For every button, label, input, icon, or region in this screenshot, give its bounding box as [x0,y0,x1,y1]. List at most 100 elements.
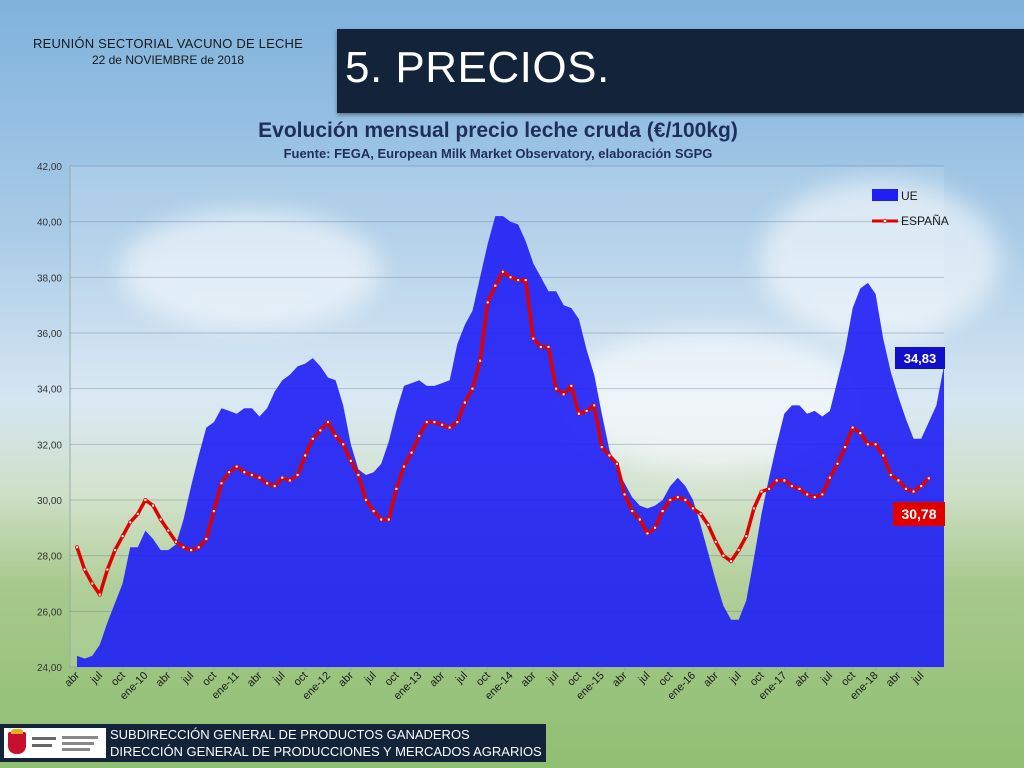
y-tick-label: 24,00 [37,663,62,674]
espana-point [318,428,323,433]
end-label-ue: 34,83 [904,351,937,366]
espana-point [204,537,209,542]
espana-point [736,548,741,553]
espana-point [500,269,505,274]
chart-title: Evolución mensual precio leche cruda (€/… [258,119,738,142]
espana-point [462,400,467,405]
espana-point [531,336,536,341]
y-tick-label: 34,00 [37,385,62,396]
espana-point [219,481,224,486]
espana-point [615,461,620,466]
y-tick-label: 40,00 [37,218,62,229]
espana-point [691,506,696,511]
espana-point [683,497,688,502]
espana-point [911,489,916,494]
series-ue-area [77,216,944,667]
espana-point [287,478,292,483]
x-tick-label: jul [453,670,470,687]
legend-espana-marker [882,218,888,224]
espana-point [584,408,589,413]
espana-point [325,420,330,425]
x-tick-label: jul [179,670,196,687]
espana-point [569,383,574,388]
espana-point [379,517,384,522]
espana-point [782,478,787,483]
espana-point [888,472,893,477]
espana-point [341,442,346,447]
chart-subtitle: Fuente: FEGA, European Milk Market Obser… [283,146,713,161]
espana-point [242,470,247,475]
espana-point [873,442,878,447]
espana-point [675,495,680,500]
espana-point [90,581,95,586]
espana-point [523,278,528,283]
espana-point [211,509,216,514]
espana-point [865,442,870,447]
espana-point [234,464,239,469]
section-title: 5. PRECIOS. [345,43,610,92]
legend-ue-label: UE [901,189,918,203]
espana-point [257,475,262,480]
espana-point [797,486,802,491]
legend-espana-label: ESPAÑA [901,214,949,228]
espana-point [417,433,422,438]
government-logo [4,728,106,758]
espana-point [432,420,437,425]
espana-point [767,486,772,491]
end-label-espana-box [893,502,945,526]
x-tick-label: jul [636,670,653,687]
espana-point [493,283,498,288]
x-tick-label: jul [727,670,744,687]
espana-point [554,386,559,391]
x-tick-label: abr [62,669,82,689]
espana-point [789,484,794,489]
espana-point [196,545,201,550]
x-tick-label: abr [336,669,356,689]
espana-point [272,484,277,489]
espana-point [120,534,125,539]
espana-point [280,475,285,480]
espana-point [485,300,490,305]
x-tick-label: jul [270,670,287,687]
espana-point [249,472,254,477]
espana-point [82,567,87,572]
espana-point [774,478,779,483]
y-tick-label: 36,00 [37,329,62,340]
x-tick-label: abr [884,669,904,689]
espana-point [645,531,650,536]
y-tick-label: 28,00 [37,552,62,563]
espana-point [751,506,756,511]
espana-point [630,509,635,514]
x-tick-label: jul [909,670,926,687]
section-title-banner: 5. PRECIOS. [337,29,1024,113]
espana-point [105,567,110,572]
espana-point [97,592,102,597]
espana-point [546,344,551,349]
footer-line-1: SUBDIRECCIÓN GENERAL DE PRODUCTOS GANADE… [110,727,470,742]
x-tick-label: jul [818,670,835,687]
espana-point [919,484,924,489]
espana-point [151,503,156,508]
espana-point [303,453,308,458]
espana-point [668,497,673,502]
espana-point [576,411,581,416]
espana-point [820,492,825,497]
espana-point [143,497,148,502]
espana-point [706,523,711,528]
espana-point [827,475,832,480]
espana-point [333,433,338,438]
meeting-title: REUNIÓN SECTORIAL VACUNO DE LECHE [32,36,304,51]
espana-point [75,545,80,550]
espana-point [759,489,764,494]
espana-point [386,517,391,522]
espana-point [455,420,460,425]
espana-point [394,486,399,491]
espana-point [401,464,406,469]
espana-point [189,548,194,553]
x-tick-label: jul [362,670,379,687]
espana-point [447,425,452,430]
end-label-espana: 30,78 [901,506,936,522]
espana-point [653,525,658,530]
espana-point [113,548,118,553]
